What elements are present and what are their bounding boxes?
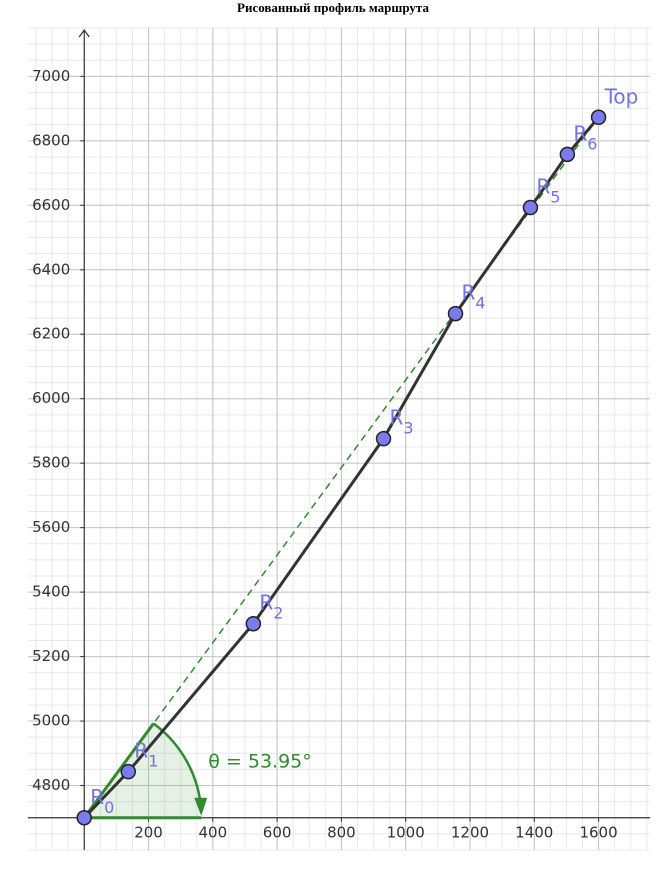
point-label: R2 xyxy=(259,590,283,622)
x-tick-label: 600 xyxy=(263,823,292,841)
label-sub: 1 xyxy=(148,751,158,770)
y-tick-label: 6000 xyxy=(32,389,70,407)
point xyxy=(447,305,464,322)
angle-sector xyxy=(84,723,202,818)
y-tick-label: 6400 xyxy=(32,260,70,278)
grid xyxy=(28,27,650,851)
point-label: R3 xyxy=(390,405,414,437)
label-name: Top xyxy=(604,84,639,108)
label-name: R xyxy=(573,121,587,145)
angle-arrowhead xyxy=(194,797,208,816)
label-sub: 5 xyxy=(550,187,560,206)
point xyxy=(76,810,93,826)
label-name: R xyxy=(134,738,148,762)
point-label: R5 xyxy=(536,174,560,206)
label-name: R xyxy=(390,405,404,429)
profile-line xyxy=(83,116,600,819)
point-label: R0 xyxy=(90,784,114,816)
label-name: R xyxy=(462,280,476,304)
label-sub: 4 xyxy=(475,293,485,312)
x-tick-label: 1200 xyxy=(451,823,489,841)
point xyxy=(120,763,137,780)
label-sub: 3 xyxy=(403,418,413,437)
y-tick-label: 5800 xyxy=(32,454,70,472)
y-tick-label: 5200 xyxy=(32,647,70,665)
x-tick-label: 1600 xyxy=(579,823,617,841)
angle-label: θ = 53.95° xyxy=(208,750,312,772)
y-tick-label: 4800 xyxy=(32,776,70,794)
plot: 200 400 600 800 1000 1200 1400 1600 4800 5000 5200… xyxy=(28,28,650,850)
x-tick-label: 1400 xyxy=(515,823,553,841)
y-tick-label: 6800 xyxy=(32,131,70,149)
point-label: R1 xyxy=(134,738,158,770)
y-tick-label: 5000 xyxy=(32,712,70,730)
point xyxy=(559,146,576,163)
label-name: R xyxy=(90,784,104,808)
y-tick-label: 6200 xyxy=(32,325,70,343)
chart-title: Рисованный профиль маршрута xyxy=(237,0,429,15)
label-sub: 2 xyxy=(273,603,283,622)
y-tick-label: 6600 xyxy=(32,196,70,214)
axis-arrow xyxy=(78,28,90,38)
y-tick-label: 5400 xyxy=(32,583,70,601)
point xyxy=(590,109,607,126)
point xyxy=(375,430,392,447)
x-tick-label: 200 xyxy=(134,823,163,841)
x-tick-label: 400 xyxy=(199,823,228,841)
y-tick-label: 7000 xyxy=(32,67,70,85)
point-label: R4 xyxy=(462,280,486,312)
y-tick-label: 5600 xyxy=(32,518,70,536)
point-label: Top xyxy=(604,84,639,108)
point xyxy=(522,199,539,216)
label-name: R xyxy=(259,590,273,614)
point-label: R6 xyxy=(573,121,597,153)
x-tick-label: 1000 xyxy=(387,823,425,841)
label-name: R xyxy=(536,174,550,198)
label-sub: 6 xyxy=(587,134,597,153)
x-tick-label: 800 xyxy=(327,823,356,841)
label-sub: 0 xyxy=(104,797,114,816)
point xyxy=(245,615,262,632)
